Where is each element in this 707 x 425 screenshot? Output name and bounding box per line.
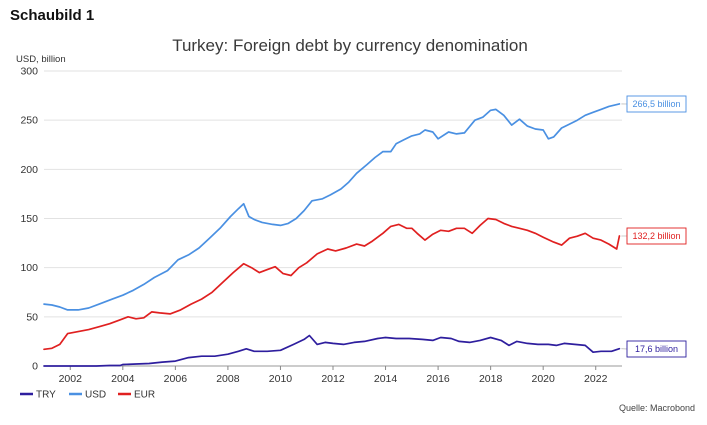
figure-heading: Schaubild 1 bbox=[10, 7, 95, 24]
legend: TRY USD EUR bbox=[20, 390, 155, 401]
gridlines bbox=[44, 70, 622, 367]
end-label-eur: 132,2 billion bbox=[632, 231, 680, 241]
legend-label-usd: USD bbox=[85, 390, 106, 401]
x-tick-label: 2008 bbox=[216, 373, 240, 385]
source-note: Quelle: Macrobond bbox=[618, 403, 695, 413]
y-tick-label: 250 bbox=[20, 115, 38, 127]
x-tick-label: 2022 bbox=[584, 373, 608, 385]
end-labels: 17,6 billion 266,5 billion 132,2 billion bbox=[621, 95, 687, 358]
y-tick-label: 200 bbox=[20, 164, 38, 176]
x-tick-label: 2016 bbox=[426, 373, 450, 385]
x-tick-label: 2020 bbox=[532, 373, 556, 385]
x-tick-label: 2018 bbox=[479, 373, 503, 385]
legend-label-try: TRY bbox=[36, 390, 56, 401]
y-tick-label: 300 bbox=[20, 66, 38, 78]
series-line-eur bbox=[43, 217, 621, 351]
x-tick-label: 2010 bbox=[269, 373, 293, 385]
end-label-box-try bbox=[626, 340, 687, 358]
end-label-usd: 266,5 billion bbox=[632, 99, 680, 109]
x-tick-label: 2006 bbox=[164, 373, 188, 385]
series-line-usd bbox=[43, 103, 621, 311]
y-tick-label: 150 bbox=[20, 213, 38, 225]
end-label-try: 17,6 billion bbox=[635, 344, 678, 354]
x-tick-label: 2002 bbox=[59, 373, 83, 385]
chart-title: Turkey: Foreign debt by currency denomin… bbox=[172, 36, 528, 55]
y-tick-label: 100 bbox=[20, 262, 38, 274]
y-tick-label: 0 bbox=[32, 361, 38, 373]
end-label-box-usd bbox=[626, 95, 687, 113]
series-line-try bbox=[43, 334, 621, 367]
x-tick-label: 2014 bbox=[374, 373, 398, 385]
y-tick-label: 50 bbox=[26, 311, 38, 323]
end-label-box-eur bbox=[626, 227, 687, 245]
legend-label-eur: EUR bbox=[134, 390, 155, 401]
y-axis-label: USD, billion bbox=[16, 54, 66, 65]
series-lines bbox=[43, 103, 621, 367]
axis-ticks: 0 50 100 150 200 250 300 2002 2004 2006 2008 2010 20… bbox=[20, 66, 607, 386]
x-tick-label: 2004 bbox=[111, 373, 135, 385]
x-tick-label: 2012 bbox=[321, 373, 345, 385]
